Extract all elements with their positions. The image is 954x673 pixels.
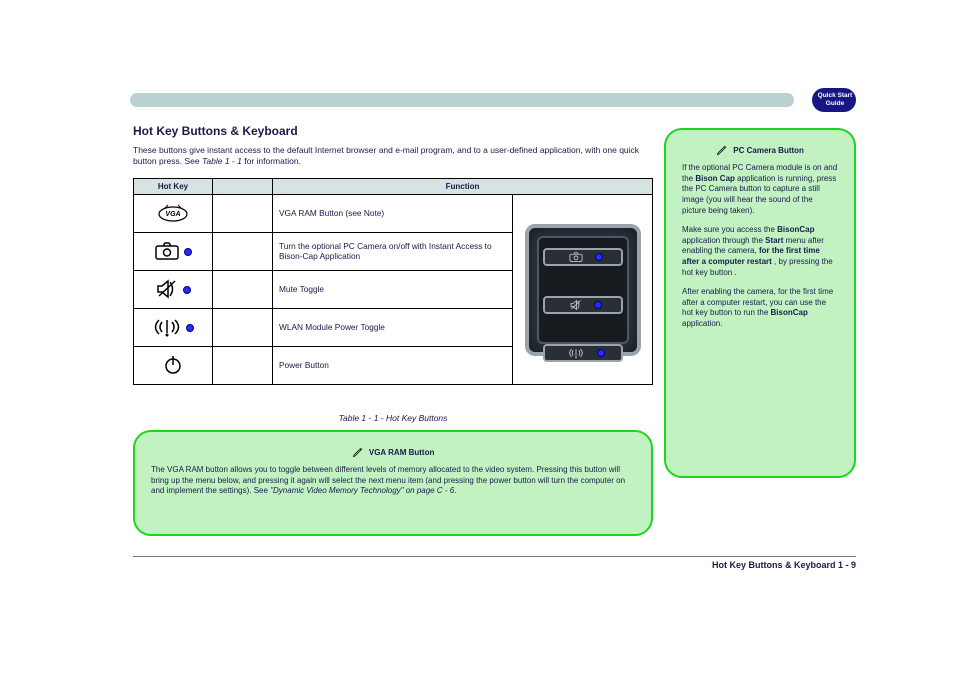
table-header-row: Hot Key Function — [134, 179, 653, 195]
cell-key — [213, 347, 273, 385]
note-camera-p1: If the optional PC Camera module is on a… — [682, 163, 838, 217]
note-vga-ref: "Dynamic Video Memory Technology" on pag… — [270, 486, 454, 495]
pencil-icon — [352, 446, 364, 458]
led-icon — [184, 248, 192, 256]
wifi-icon — [152, 316, 182, 340]
t: Start — [765, 236, 783, 245]
side-tab-line1: Quick Start — [818, 92, 853, 99]
t: application through the — [682, 236, 765, 245]
cell-function: Power Button — [273, 347, 513, 385]
table-row: VGA VGA RAM Button (see Note) — [134, 195, 653, 233]
cell-function: Turn the optional PC Camera on/off with … — [273, 233, 513, 271]
pencil-icon — [716, 144, 728, 156]
note-vga: VGA RAM Button The VGA RAM button allows… — [133, 430, 653, 536]
wifi-icon — [567, 346, 584, 358]
th-blank — [213, 179, 273, 195]
th-function: Function — [273, 179, 653, 195]
note-camera-p2: Make sure you access the BisonCap applic… — [682, 225, 838, 279]
t: Make sure you access the — [682, 225, 777, 234]
side-tab-line2: Guide — [826, 100, 844, 107]
hotkey-table: Hot Key Function VGA VGA RAM Button (see … — [133, 178, 653, 385]
footer-text: Hot Key Buttons & Keyboard 1 - 9 — [656, 560, 856, 570]
cell-key — [213, 233, 273, 271]
cell-key — [213, 309, 273, 347]
cell-icon — [134, 271, 213, 309]
t: BisonCap — [777, 225, 814, 234]
note-camera: PC Camera Button If the optional PC Came… — [664, 128, 856, 478]
camera-icon — [154, 241, 180, 263]
t: After enabling the camera, for the first… — [682, 287, 833, 318]
note-camera-title: PC Camera Button — [733, 146, 804, 155]
th-hotkey: Hot Key — [134, 179, 213, 195]
power-icon — [162, 354, 184, 378]
led-icon — [594, 301, 602, 309]
cell-icon: VGA — [134, 195, 213, 233]
led-icon — [183, 286, 191, 294]
page-heading: Hot Key Buttons & Keyboard — [133, 124, 298, 138]
led-icon — [186, 324, 194, 332]
table-body: VGA VGA RAM Button (see Note)Turn the opt… — [134, 195, 653, 385]
side-tab-label: Quick Start Guide — [815, 92, 855, 109]
cell-function: Mute Toggle — [273, 271, 513, 309]
intro-after: for information. — [244, 156, 301, 166]
device-button — [543, 344, 623, 362]
t: BisonCap — [771, 308, 808, 317]
note-camera-p3: After enabling the camera, for the first… — [682, 287, 838, 330]
camera-icon — [568, 251, 582, 262]
led-icon — [597, 349, 605, 357]
t: Bison Cap — [695, 174, 735, 183]
note-camera-header: PC Camera Button — [682, 144, 838, 157]
led-icon — [595, 253, 603, 261]
device-button — [543, 248, 623, 266]
mute-icon — [569, 298, 582, 310]
device-photo — [525, 224, 641, 356]
table-caption-text: Table 1 - 1 - Hot Key Buttons — [339, 413, 448, 423]
table-caption: Table 1 - 1 - Hot Key Buttons — [133, 413, 653, 424]
svg-text:VGA: VGA — [165, 211, 180, 218]
cell-icon — [134, 309, 213, 347]
cell-key — [213, 271, 273, 309]
footer-rule — [133, 556, 856, 557]
intro-text: These buttons give instant access to the… — [133, 145, 653, 168]
intro-ref: Table 1 - 1 — [202, 156, 242, 166]
note-vga-header: VGA RAM Button — [151, 446, 635, 459]
note-vga-title: VGA RAM Button — [369, 448, 434, 457]
header-bar — [130, 93, 794, 107]
cell-function: WLAN Module Power Toggle — [273, 309, 513, 347]
device-button — [543, 296, 623, 314]
photo-cell — [513, 195, 653, 385]
cell-icon — [134, 347, 213, 385]
cell-icon — [134, 233, 213, 271]
cell-function: VGA RAM Button (see Note) — [273, 195, 513, 233]
t: application. — [682, 319, 722, 328]
note-vga-body: The VGA RAM button allows you to toggle … — [151, 465, 635, 497]
cell-key — [213, 195, 273, 233]
mute-icon — [155, 278, 179, 302]
vga-icon: VGA — [157, 203, 189, 225]
